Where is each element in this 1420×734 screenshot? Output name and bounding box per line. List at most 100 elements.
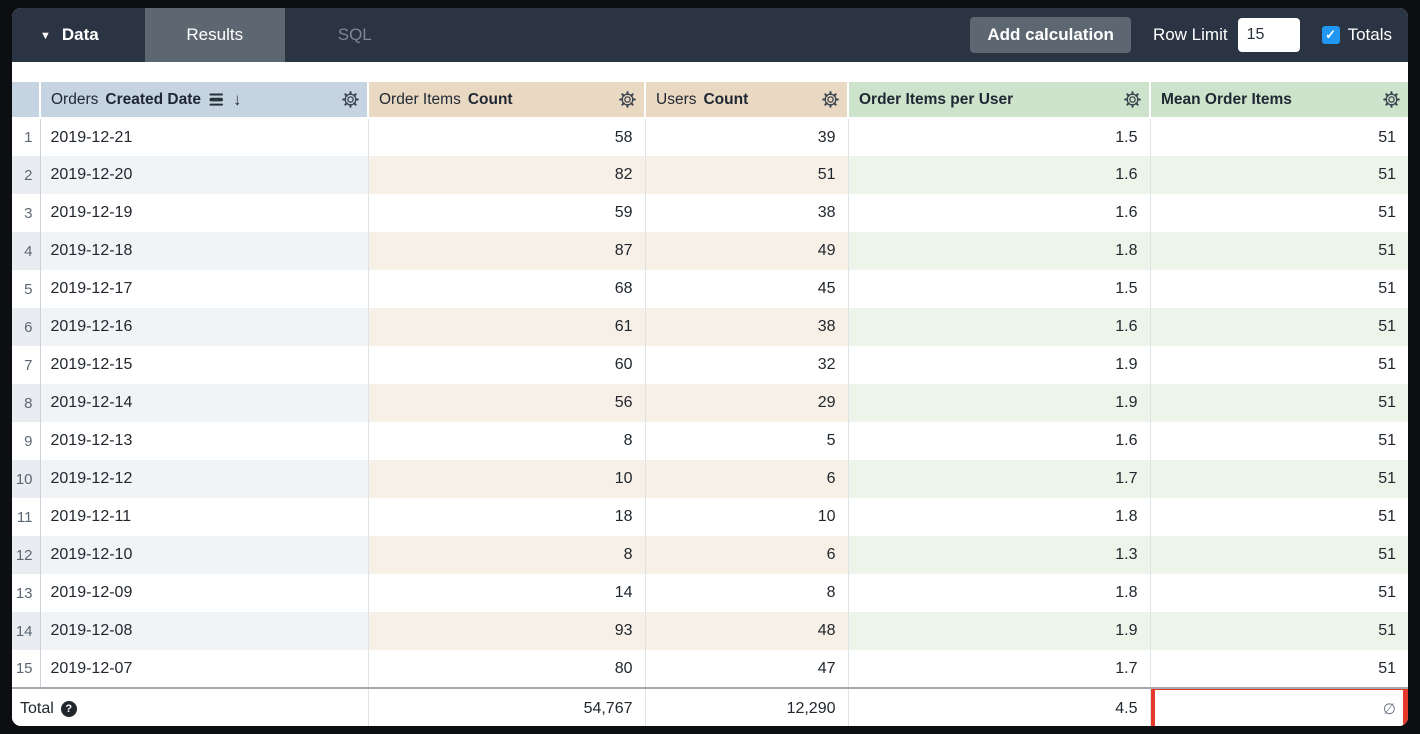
cell-order-items-per-user[interactable]: 1.6 xyxy=(848,156,1151,194)
tab-sql[interactable]: SQL xyxy=(337,25,372,44)
cell-order-items-count[interactable]: 80 xyxy=(368,650,646,688)
cell-order-items-count[interactable]: 56 xyxy=(368,384,646,422)
cell-users-count[interactable]: 49 xyxy=(645,232,849,270)
cell-order-items-per-user[interactable]: 1.6 xyxy=(848,308,1151,346)
cell-order-items-per-user[interactable]: 1.9 xyxy=(848,612,1151,650)
cell-order-items-per-user[interactable]: 1.7 xyxy=(848,650,1151,688)
cell-order-items-count[interactable]: 14 xyxy=(368,574,646,612)
cell-mean-order-items[interactable]: 51 xyxy=(1378,508,1396,525)
column-header-mean-order-items[interactable]: Mean Order Items xyxy=(1150,82,1408,119)
cell-users-count[interactable]: 47 xyxy=(645,650,849,688)
gear-icon[interactable] xyxy=(822,91,839,108)
cell-users-count[interactable]: 6 xyxy=(645,460,849,498)
cell-order-items-count[interactable]: 59 xyxy=(368,194,646,232)
cell-order-items-per-user[interactable]: 1.7 xyxy=(848,460,1151,498)
cell-order-items-per-user[interactable]: 1.8 xyxy=(848,232,1151,270)
data-section-toggle[interactable]: ▼ Data xyxy=(12,8,145,62)
cell-orders-created-date[interactable]: 2019-12-15 xyxy=(40,346,369,384)
cell-orders-created-date[interactable]: 2019-12-12 xyxy=(40,460,369,498)
cell-users-count[interactable]: 5 xyxy=(645,422,849,460)
cell-orders-created-date[interactable]: 2019-12-11 xyxy=(40,498,369,536)
help-icon[interactable]: ? xyxy=(60,700,77,717)
cell-users-count[interactable]: 38 xyxy=(645,308,849,346)
cell-orders-created-date[interactable]: 2019-12-19 xyxy=(40,194,369,232)
cell-order-items-count[interactable]: 87 xyxy=(368,232,646,270)
cell-users-count[interactable]: 51 xyxy=(645,156,849,194)
tab-results[interactable]: Results xyxy=(144,8,285,62)
cell-orders-created-date[interactable]: 2019-12-14 xyxy=(40,384,369,422)
cell-users-count[interactable]: 10 xyxy=(645,498,849,536)
cell-mean-order-items[interactable]: 51 xyxy=(1150,232,1408,270)
cell-mean-order-items[interactable]: 51 xyxy=(1150,156,1408,194)
cell-orders-created-date[interactable]: 2019-12-17 xyxy=(40,270,369,308)
cell-order-items-per-user[interactable]: 1.9 xyxy=(848,346,1151,384)
cell-order-items-count[interactable]: 18 xyxy=(368,498,646,536)
cell-order-items-per-user[interactable]: 1.6 xyxy=(848,194,1151,232)
cell-mean-order-items[interactable]: 51 xyxy=(1378,280,1396,297)
gear-icon[interactable] xyxy=(1383,91,1400,108)
totals-checkbox[interactable]: ✓ xyxy=(1321,26,1340,44)
cell-orders-created-date[interactable]: 2019-12-18 xyxy=(40,232,369,270)
cell-orders-created-date[interactable]: 2019-12-09 xyxy=(40,574,369,612)
column-header-users-count[interactable]: Users Count xyxy=(645,82,849,119)
gear-icon[interactable] xyxy=(342,91,359,108)
cell-order-items-per-user[interactable]: 1.5 xyxy=(848,118,1151,156)
cell-mean-order-items[interactable]: 51 xyxy=(1378,128,1396,146)
cell-orders-created-date[interactable]: 2019-12-21 xyxy=(40,118,369,156)
cell-order-items-count[interactable]: 68 xyxy=(368,270,646,308)
cell-order-items-count[interactable]: 8 xyxy=(368,536,646,574)
cell-users-count[interactable]: 6 xyxy=(645,536,849,574)
cell-orders-created-date[interactable]: 2019-12-07 xyxy=(40,650,369,688)
cell-order-items-per-user[interactable]: 1.5 xyxy=(848,270,1151,308)
row-limit-input[interactable] xyxy=(1237,18,1300,52)
cell-users-count[interactable]: 38 xyxy=(645,194,849,232)
cell-order-items-count[interactable]: 10 xyxy=(368,460,646,498)
cell-orders-created-date[interactable]: 2019-12-16 xyxy=(40,308,369,346)
cell-order-items-per-user[interactable]: 1.6 xyxy=(848,422,1151,460)
results-table-area: Orders Created Date ↓ xyxy=(12,62,1408,726)
cell-mean-order-items[interactable]: 51 xyxy=(1378,204,1396,221)
add-calculation-button[interactable]: Add calculation xyxy=(970,17,1131,53)
data-section-label: Data xyxy=(61,25,99,44)
cell-orders-created-date[interactable]: 2019-12-13 xyxy=(40,422,369,460)
cell-users-count[interactable]: 8 xyxy=(645,574,849,612)
column-header-order-items-per-user[interactable]: Order Items per User xyxy=(848,82,1151,119)
cell-users-count[interactable]: 32 xyxy=(645,346,849,384)
cell-mean-order-items[interactable]: 51 xyxy=(1150,536,1408,574)
column-header-order-items-count[interactable]: Order Items Count xyxy=(368,82,646,119)
row-number-header xyxy=(12,82,41,119)
totals-label: Totals xyxy=(1347,25,1392,44)
table-row: 1 2019-12-21 58 39 1.5 51 xyxy=(12,118,1408,156)
cell-mean-order-items[interactable]: 51 xyxy=(1150,308,1408,346)
cell-orders-created-date[interactable]: 2019-12-20 xyxy=(40,156,369,194)
column-header-orders-created-date[interactable]: Orders Created Date ↓ xyxy=(40,82,369,119)
cell-order-items-per-user[interactable]: 1.8 xyxy=(848,574,1151,612)
gear-icon[interactable] xyxy=(619,91,636,108)
cell-order-items-per-user[interactable]: 1.9 xyxy=(848,384,1151,422)
cell-order-items-per-user[interactable]: 1.3 xyxy=(848,536,1151,574)
cell-mean-order-items[interactable]: 51 xyxy=(1150,460,1408,498)
cell-users-count[interactable]: 39 xyxy=(645,118,849,156)
cell-orders-created-date[interactable]: 2019-12-10 xyxy=(40,536,369,574)
cell-order-items-count[interactable]: 61 xyxy=(368,308,646,346)
table-row: 3 2019-12-19 59 38 1.6 51 xyxy=(12,194,1408,232)
cell-order-items-per-user[interactable]: 1.8 xyxy=(848,498,1151,536)
cell-order-items-count[interactable]: 8 xyxy=(368,422,646,460)
cell-mean-order-items[interactable]: 51 xyxy=(1150,612,1408,650)
cell-users-count[interactable]: 45 xyxy=(645,270,849,308)
cell-order-items-count[interactable]: 93 xyxy=(368,612,646,650)
cell-order-items-count[interactable]: 82 xyxy=(368,156,646,194)
table-row: 6 2019-12-16 61 38 1.6 51 xyxy=(12,308,1408,346)
gear-icon[interactable] xyxy=(1124,91,1141,108)
cell-mean-order-items[interactable]: 51 xyxy=(1378,356,1396,373)
cell-order-items-count[interactable]: 58 xyxy=(368,118,646,156)
cell-mean-order-items[interactable]: 51 xyxy=(1378,432,1396,449)
cell-mean-order-items[interactable]: 51 xyxy=(1378,584,1396,601)
cell-order-items-count[interactable]: 60 xyxy=(368,346,646,384)
cell-mean-order-items[interactable]: 51 xyxy=(1150,384,1408,422)
cell-mean-order-items[interactable]: 51 xyxy=(1378,659,1396,677)
cell-users-count[interactable]: 29 xyxy=(645,384,849,422)
cell-users-count[interactable]: 48 xyxy=(645,612,849,650)
null-value: ∅ xyxy=(1382,700,1396,718)
cell-orders-created-date[interactable]: 2019-12-08 xyxy=(40,612,369,650)
